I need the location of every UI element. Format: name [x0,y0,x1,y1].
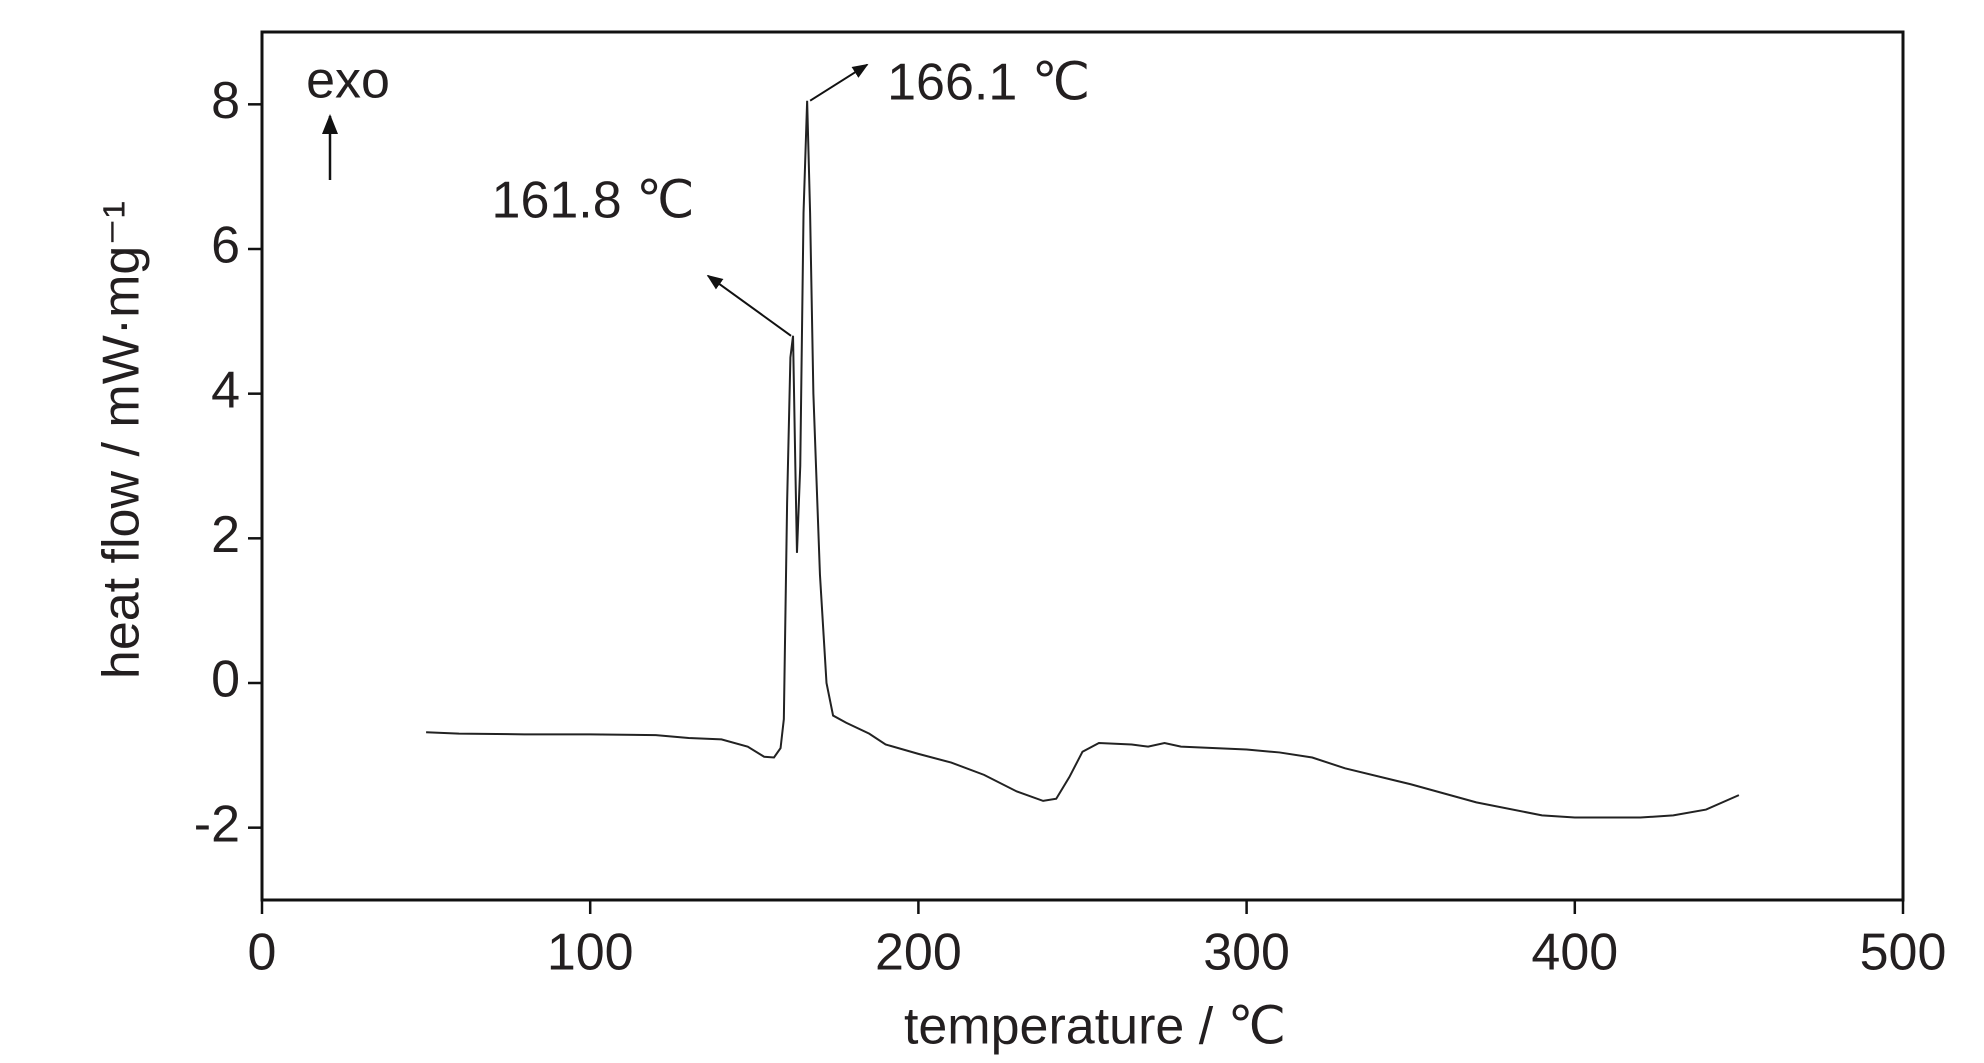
x-tick-label: 300 [1203,924,1290,982]
y-tick-label: -2 [194,795,240,853]
annotation-label: 166.1 ℃ [887,53,1090,111]
y-tick-label: 8 [211,72,240,130]
y-tick-label: 0 [211,651,240,709]
plot-frame [260,30,1905,902]
x-axis-label: temperature / ℃ [904,998,1286,1056]
data-line [426,100,1740,819]
y-tick-label: 4 [211,361,240,419]
y-tick-label: 6 [211,217,240,275]
exo-label: exo [306,52,390,110]
x-tick-label: 100 [547,924,634,982]
annotation-arrow [809,63,869,102]
annotation-arrow [706,274,792,337]
x-tick-label: 200 [875,924,962,982]
annotation-label: 161.8 ℃ [492,172,695,230]
x-tick-label: 400 [1531,924,1618,982]
y-axis-label: heat flow / mW·mg⁻¹ [93,201,151,679]
y-tick-label: 2 [211,506,240,564]
x-tick-label: 0 [248,924,277,982]
x-tick-label: 500 [1860,924,1947,982]
